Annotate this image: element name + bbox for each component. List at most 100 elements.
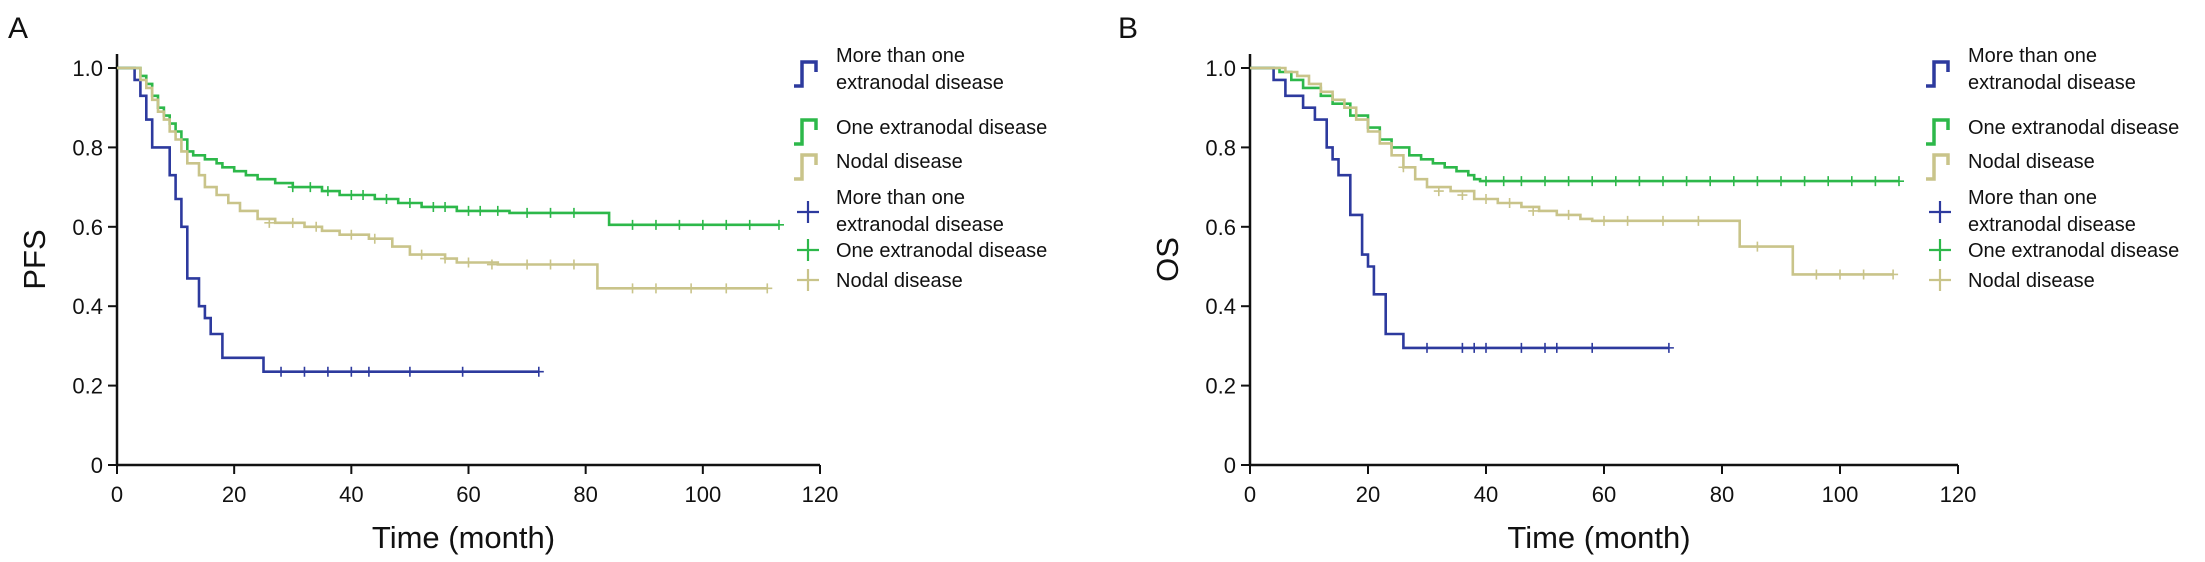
censor-mark: [1540, 342, 1550, 353]
censor-mark: [346, 190, 357, 201]
censor-mark: [1663, 342, 1674, 353]
x-tick-label: 60: [456, 482, 480, 507]
x-tick-label: 20: [222, 482, 246, 507]
legend-line-label: More than one extranodal disease: [836, 45, 1004, 94]
legend-censor-symbol: [1929, 239, 1951, 261]
censor-mark: [1516, 176, 1527, 187]
x-tick-label: 0: [111, 482, 123, 507]
censor-mark: [545, 207, 556, 218]
x-tick-label: 20: [1356, 482, 1380, 507]
y-tick-label: 0: [91, 453, 103, 478]
censor-mark: [363, 366, 374, 377]
series-line-nodal: [1250, 66, 1894, 276]
censor-mark: [568, 259, 579, 270]
legend-censor-label-part: extranodal disease: [836, 214, 1004, 236]
legend-censor-label: Nodal disease: [1968, 270, 2095, 292]
censor-mark: [1457, 190, 1468, 201]
censor-mark: [276, 366, 287, 377]
legend-censor-label-part: Nodal disease: [1968, 270, 2095, 292]
censor-mark: [697, 219, 708, 230]
censor-mark: [1888, 269, 1899, 280]
series-line-one: [117, 66, 779, 227]
censor-mark: [428, 201, 439, 212]
legend-censor-symbol: [1929, 269, 1951, 291]
legend-censor-label: One extranodal disease: [1968, 240, 2179, 262]
censor-mark: [721, 283, 732, 294]
censor-mark: [1498, 176, 1509, 187]
censor-mark: [463, 205, 474, 216]
censor-mark: [322, 366, 333, 377]
censor-mark: [1610, 176, 1621, 187]
legend-line-label-part: extranodal disease: [1968, 72, 2136, 94]
legend-censor-symbol: [1929, 201, 1951, 223]
censor-mark: [1504, 197, 1515, 208]
legend-line-symbol: [1926, 153, 1950, 181]
censor-mark: [1528, 205, 1539, 216]
y-tick-label: 0.8: [72, 135, 103, 160]
censor-mark: [1516, 342, 1527, 353]
legend-line-label-part: extranodal disease: [836, 72, 1004, 94]
censor-mark: [299, 366, 310, 377]
legend-censor-label-part: More than one: [1968, 187, 2097, 209]
x-tick-label: 120: [802, 482, 839, 507]
legend-line-symbol: [794, 118, 818, 146]
legend-censor-symbol: [797, 239, 819, 261]
censor-mark: [1563, 209, 1574, 220]
legend-line-label: One extranodal disease: [1968, 117, 2179, 139]
x-axis-label: Time (month): [1507, 520, 1690, 555]
y-tick-label: 0.6: [1205, 215, 1236, 240]
y-tick-label: 0.8: [1205, 135, 1236, 160]
censor-mark: [1811, 269, 1822, 280]
x-tick-label: 40: [1474, 482, 1498, 507]
y-tick-label: 0.2: [1205, 374, 1236, 399]
chart-panel-b: B 0 20 40 60 80 100 120 0 0.2 0.4 0.6 0.8 1.0 Time (mo…: [1118, 12, 2179, 555]
censor-mark: [440, 201, 451, 212]
legend-censor-symbol: [797, 201, 819, 223]
legend-line-label: More than one extranodal disease: [1968, 45, 2136, 94]
censor-mark: [486, 259, 497, 270]
censor-mark: [773, 219, 784, 230]
censor-mark: [322, 186, 333, 197]
x-tick-label: 60: [1592, 482, 1616, 507]
censor-mark: [346, 229, 357, 240]
y-tick-label: 0.4: [1205, 294, 1236, 319]
legend-censor-label-part: extranodal disease: [1968, 214, 2136, 236]
legend-censor-label: Nodal disease: [836, 270, 963, 292]
x-tick-label: 0: [1244, 482, 1256, 507]
series-line-more-than-one: [117, 66, 539, 373]
censor-mark: [686, 283, 697, 294]
censor-mark: [457, 366, 468, 377]
censor-mark: [1622, 215, 1633, 226]
censor-mark: [416, 249, 427, 260]
censor-mark: [1728, 176, 1739, 187]
x-tick-label: 80: [573, 482, 597, 507]
censor-mark: [674, 219, 685, 230]
censor-mark: [1693, 215, 1704, 226]
legend-line-label: One extranodal disease: [836, 117, 1047, 139]
censor-mark: [1398, 162, 1409, 173]
censor-mark: [287, 182, 298, 193]
censor-mark: [404, 197, 415, 208]
censor-mark: [627, 219, 638, 230]
legend-line-symbol: [794, 60, 818, 88]
censor-mark: [1846, 176, 1857, 187]
y-tick-label: 0.6: [72, 215, 103, 240]
censor-mark: [358, 190, 369, 201]
censor-mark: [369, 233, 380, 244]
chart-panel-a: A 0 20 40 60 80 100 120 0 0.2 0.4 0.6 0.8 1.0 Time (mo…: [8, 12, 1047, 555]
censor-mark: [1563, 176, 1574, 187]
legend-line-symbol: [1926, 60, 1950, 88]
legend-censor-label-part: One extranodal disease: [1968, 240, 2179, 262]
censor-mark: [1540, 176, 1550, 187]
censor-mark: [568, 207, 579, 218]
censor-mark: [1894, 176, 1904, 187]
legend-line-symbol: [794, 153, 818, 181]
legend-censor-label-part: One extranodal disease: [836, 240, 1047, 262]
censor-mark: [762, 283, 773, 294]
legend-censor-label: More than one extranodal disease: [1968, 187, 2136, 236]
y-tick-label: 0.2: [72, 374, 103, 399]
censor-mark: [1587, 342, 1598, 353]
censor-mark: [305, 182, 316, 193]
censor-mark: [1433, 186, 1444, 197]
